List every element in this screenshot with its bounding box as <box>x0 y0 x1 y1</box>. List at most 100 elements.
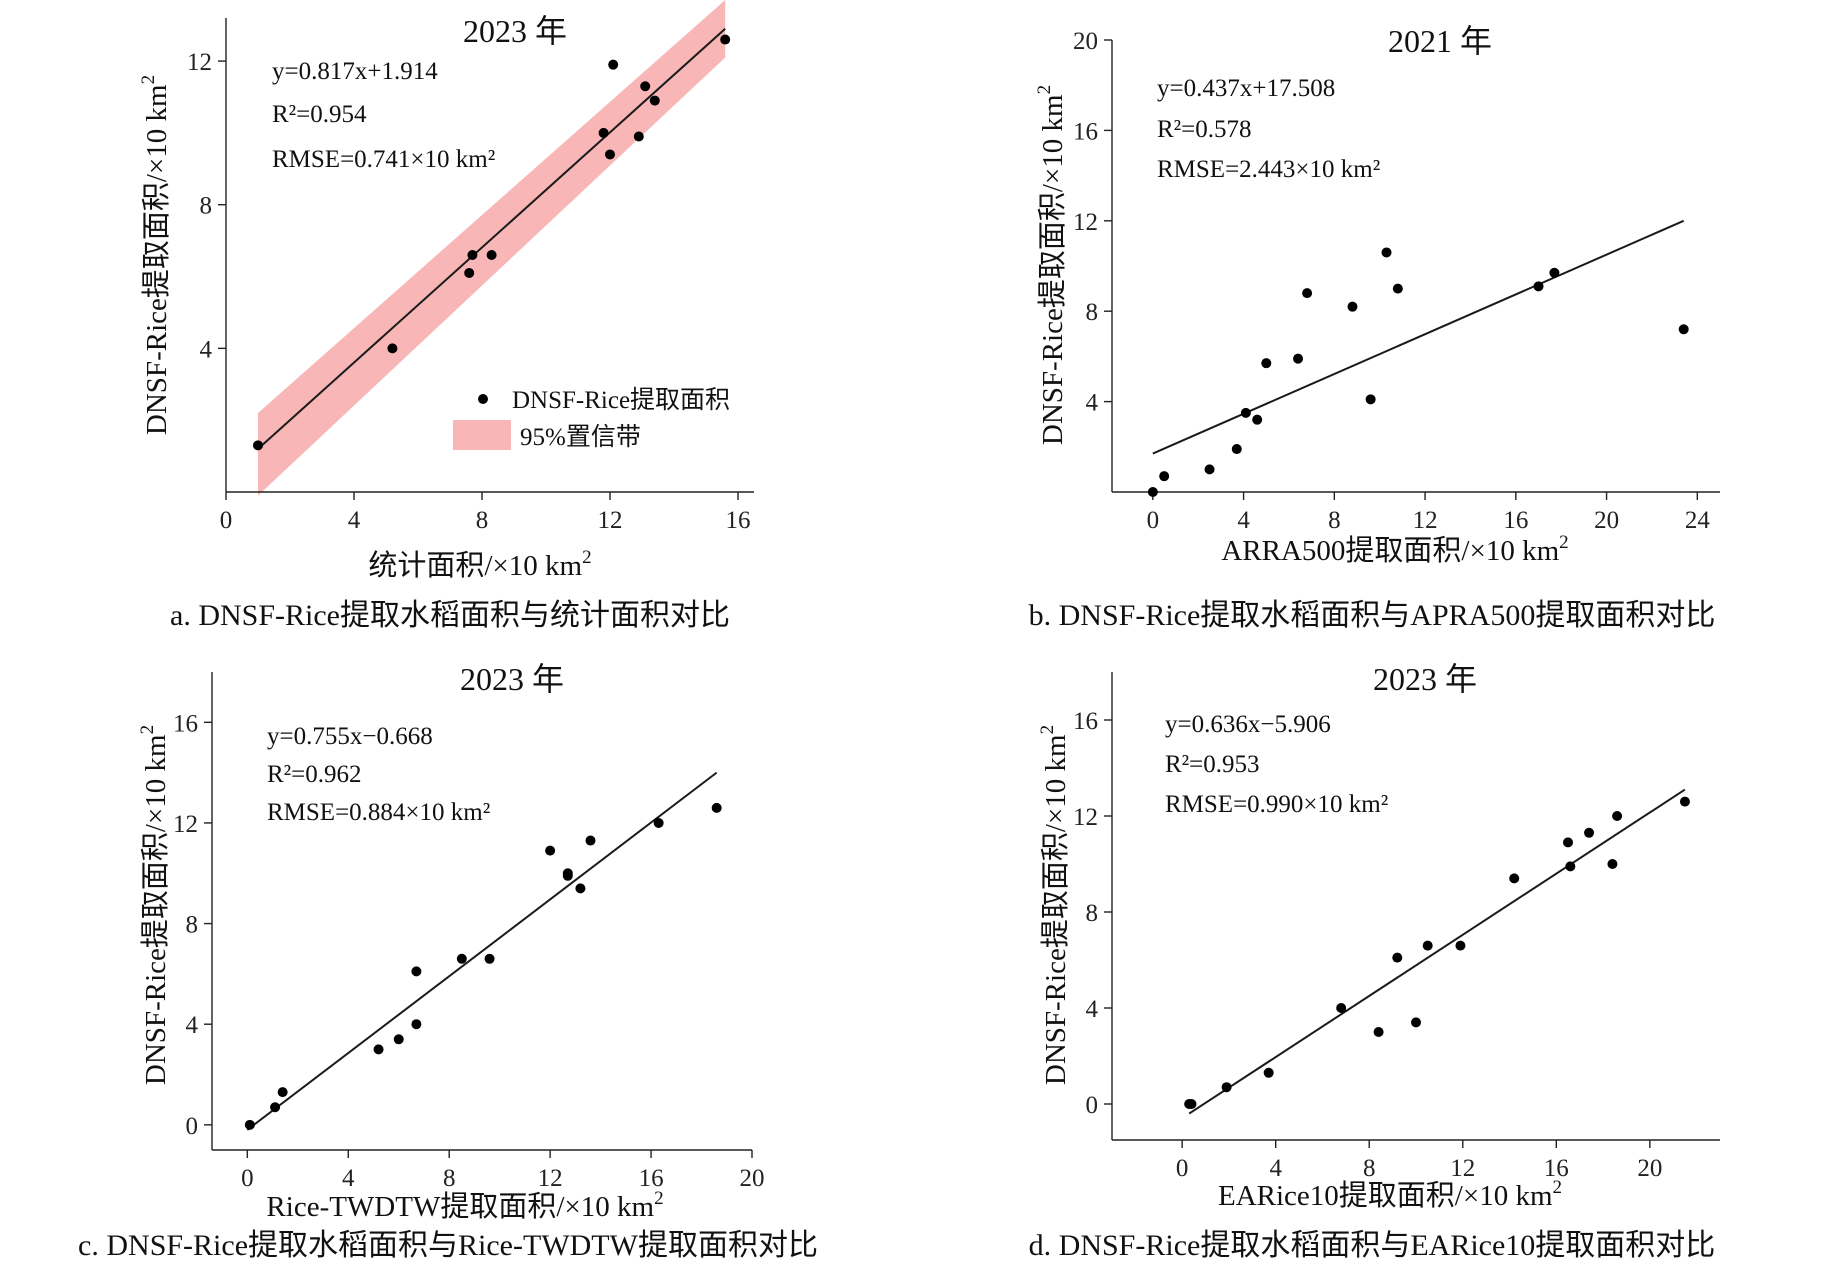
regression-annotation: y=0.636x−5.906 <box>1165 711 1331 738</box>
chart-title: 2023 年 <box>460 661 564 697</box>
data-point <box>1533 281 1544 292</box>
y-axis-title-sup: 2 <box>137 725 158 735</box>
y-axis-title-text: DNSF-Rice提取面积/×10 km <box>1036 94 1069 445</box>
data-point <box>1422 940 1433 951</box>
data-point <box>277 1087 288 1098</box>
y-tick-label: 12 <box>187 49 212 76</box>
x-tick-label: 20 <box>1637 1155 1662 1182</box>
regression-annotation: y=0.437x+17.508 <box>1157 75 1335 102</box>
data-point <box>1679 796 1690 807</box>
y-tick-label: 12 <box>173 811 198 838</box>
y-tick-label: 8 <box>186 912 199 939</box>
regression-line <box>257 28 726 450</box>
y-tick-label: 16 <box>1073 708 1098 735</box>
data-point <box>653 817 664 828</box>
x-tick-label: 12 <box>1450 1155 1475 1182</box>
data-point <box>1252 414 1263 425</box>
regression-line <box>1188 788 1686 1115</box>
y-tick-label: 12 <box>1073 209 1098 236</box>
y-tick-label: 16 <box>1073 118 1098 145</box>
y-axis-title-text: DNSF-Rice提取面积/×10 km <box>1039 734 1072 1085</box>
x-tick-label: 16 <box>639 1165 664 1192</box>
data-point <box>1612 811 1623 821</box>
y-tick-label: 8 <box>1086 900 1099 927</box>
data-point <box>1373 1027 1384 1037</box>
x-tick-label: 8 <box>1328 507 1341 534</box>
x-tick-label: 0 <box>220 507 233 534</box>
x-axis-title-text: 统计面积/×10 km <box>368 549 582 582</box>
legend-point-label: DNSF-Rice提取面积 <box>512 386 730 414</box>
x-axis-title-sup: 2 <box>582 547 592 568</box>
x-axis-title: EARice10提取面积/×10 km2 <box>1218 1177 1562 1212</box>
data-point <box>1392 283 1403 294</box>
data-point <box>605 149 615 160</box>
y-axis-title-text: DNSF-Rice提取面积/×10 km <box>140 84 173 435</box>
x-tick-label: 16 <box>1503 507 1528 534</box>
regression-annotation: y=0.755x−0.668 <box>267 723 433 750</box>
data-point <box>1365 394 1376 405</box>
y-tick-label: 8 <box>1086 299 1099 326</box>
data-point <box>633 131 644 142</box>
data-point <box>1147 487 1158 497</box>
data-point <box>545 845 556 856</box>
data-point <box>393 1034 404 1045</box>
data-point <box>253 440 263 451</box>
data-point <box>387 343 398 354</box>
chart-title: 2023 年 <box>1373 661 1477 697</box>
chart-panel-d: 0 4 8 12 16 20 0 4 8 12 16 2023 年 y=0.636x−5.906 R²=0… <box>1029 661 1720 1262</box>
data-point <box>562 868 573 879</box>
data-point <box>711 802 722 813</box>
x-axis-title-sup: 2 <box>1553 1177 1563 1198</box>
x-axis-title-text: EARice10提取面积/×10 km <box>1218 1179 1553 1212</box>
y-tick-label: 8 <box>200 193 213 220</box>
regression-line <box>1152 219 1685 455</box>
x-tick-label: 20 <box>740 1165 765 1192</box>
data-point <box>411 1019 422 1030</box>
data-point <box>1293 353 1304 364</box>
regression-annotation: R²=0.962 <box>267 761 362 788</box>
data-point <box>1204 464 1215 475</box>
x-tick-label: 12 <box>1413 507 1438 534</box>
y-tick-label: 4 <box>186 1012 199 1039</box>
x-tick-label: 4 <box>1237 507 1250 534</box>
data-point <box>1240 407 1251 418</box>
y-axis-title-text: DNSF-Rice提取面积/×10 km <box>139 734 172 1085</box>
x-tick-label: 0 <box>1176 1155 1189 1182</box>
data-point <box>1347 301 1358 312</box>
x-tick-label: 16 <box>1544 1155 1569 1182</box>
x-axis-title-sup: 2 <box>654 1188 664 1209</box>
legend-band-label: 95%置信带 <box>520 423 641 451</box>
y-tick-label: 4 <box>1086 996 1099 1023</box>
x-tick-label: 4 <box>1269 1155 1282 1182</box>
data-point <box>456 953 467 964</box>
data-point <box>1455 940 1466 951</box>
regression-annotation: RMSE=0.884×10 km² <box>267 799 490 826</box>
data-point <box>1159 471 1170 482</box>
y-tick-label: 20 <box>1073 28 1098 55</box>
data-point <box>411 966 422 977</box>
x-tick-label: 0 <box>1147 507 1160 534</box>
data-point <box>1302 288 1313 299</box>
data-point <box>608 59 619 70</box>
y-axis-title: DNSF-Rice提取面积/×10 km2 <box>138 75 173 435</box>
data-point <box>486 250 497 260</box>
y-axis-title-sup: 2 <box>138 75 159 85</box>
data-point <box>1584 827 1595 838</box>
data-point <box>270 1102 281 1113</box>
legend-point-marker <box>478 394 488 404</box>
regression-line <box>246 771 718 1131</box>
data-point <box>1565 861 1576 872</box>
confidence-band <box>258 0 726 496</box>
x-tick-label: 12 <box>598 507 623 534</box>
y-axis-title-sup: 2 <box>1034 85 1055 95</box>
data-point <box>484 953 495 964</box>
x-tick-label: 8 <box>1363 1155 1376 1182</box>
x-axis-title: Rice-TWDTW提取面积/×10 km2 <box>266 1188 663 1223</box>
data-point <box>1678 324 1689 335</box>
data-point <box>1336 1003 1347 1013</box>
chart-panel-c: 0 4 8 12 16 20 0 4 8 12 16 2023 年 y=0.755x−0.668 R²=0… <box>78 661 818 1262</box>
data-point <box>575 883 586 894</box>
data-point <box>1549 267 1560 278</box>
data-point <box>1607 859 1618 869</box>
